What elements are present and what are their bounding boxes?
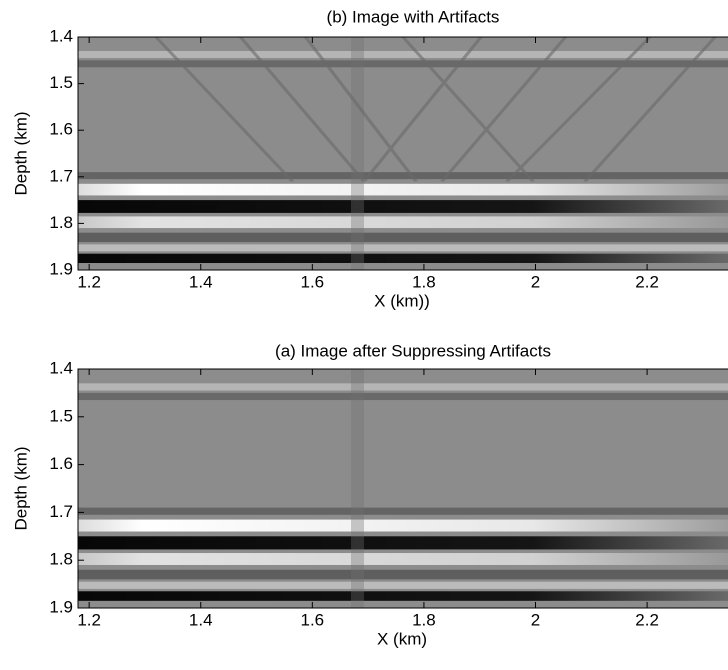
y-tick-label: 1.9 [49,597,73,616]
y-tick-label: 1.6 [49,120,73,139]
y-tick-label: 1.6 [49,454,73,473]
y-tick-label: 1.5 [49,406,73,425]
y-tick-label: 1.7 [49,166,73,185]
x-tick-label: 1.8 [412,610,436,629]
y-tick-label: 1.8 [49,550,73,569]
y-tick-label: 1.7 [49,502,73,521]
x-axis-label: X (km) [377,629,427,648]
y-tick-label: 1.9 [49,259,73,278]
y-tick-label: 1.4 [49,358,73,377]
x-tick-label: 1.8 [412,272,436,291]
x-tick-label: 2.2 [635,610,659,629]
seismic-image [78,37,728,270]
x-tick-label: 1.6 [301,272,325,291]
x-tick-label: 1.6 [301,610,325,629]
chart-title: (b) Image with Artifacts [327,7,500,26]
axes-frame [77,368,728,609]
chart-title: (a) Image after Suppressing Artifacts [275,341,551,360]
y-tick-label: 1.4 [49,26,73,45]
x-tick-label: 1.2 [77,272,101,291]
x-tick-label: 1.4 [189,610,213,629]
y-axis-label: Depth (km) [11,111,30,195]
y-tick-label: 1.5 [49,73,73,92]
y-axis-label: Depth (km) [11,446,30,530]
x-tick-label: 1.4 [189,272,213,291]
y-tick-label: 1.8 [49,213,73,232]
x-tick-label: 2 [531,610,540,629]
seismic-image [78,369,728,608]
x-axis-label: X (km)) [374,291,430,310]
axes-frame [77,36,728,271]
x-tick-label: 1.2 [77,610,101,629]
x-tick-label: 2.2 [635,272,659,291]
x-tick-label: 2 [531,272,540,291]
